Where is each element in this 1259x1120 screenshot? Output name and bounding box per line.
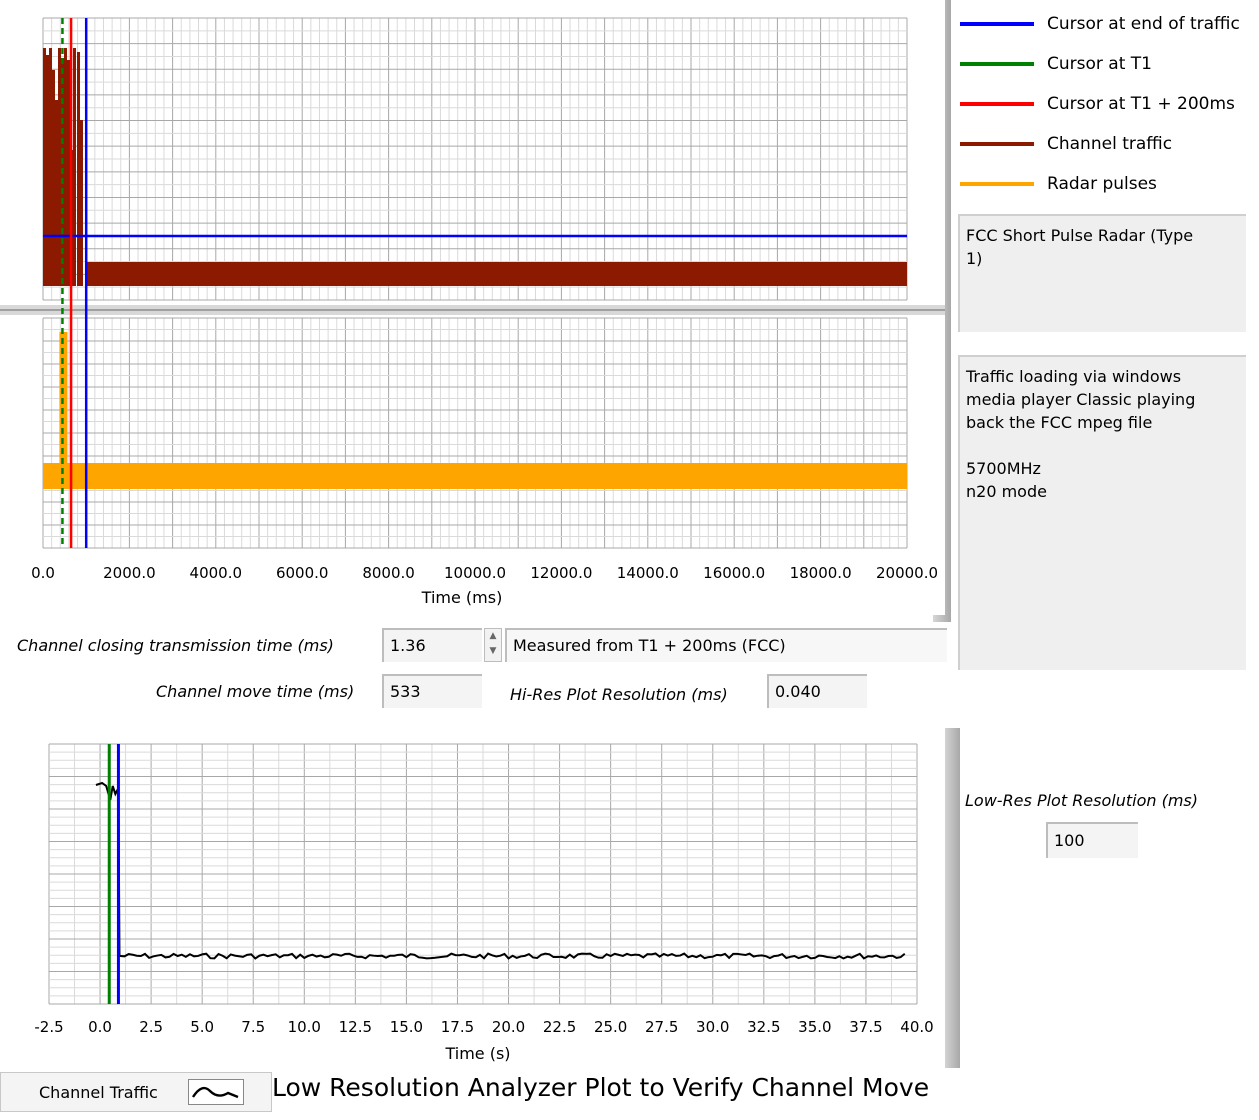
lowres-frame-edge — [944, 728, 960, 1068]
x-tick-label: 14000.0 — [617, 564, 679, 582]
legend-item: Channel traffic — [960, 134, 1172, 154]
x-tick-label: 35.0 — [798, 1018, 831, 1036]
channel-traffic-burst — [49, 48, 52, 286]
closing-time-label: Channel closing transmission time (ms) — [17, 636, 334, 655]
lowres-x-axis-label: Time (s) — [444, 1044, 510, 1063]
channel-traffic-burst — [55, 100, 58, 286]
channel-traffic-band — [86, 262, 907, 286]
channel-traffic-legend-label: Channel Traffic — [39, 1083, 158, 1102]
x-tick-label: 25.0 — [594, 1018, 627, 1036]
x-tick-label: 15.0 — [390, 1018, 423, 1036]
x-tick-label: 4000.0 — [190, 564, 243, 582]
x-tick-label: 2000.0 — [103, 564, 156, 582]
channel-traffic-burst — [46, 55, 49, 286]
hires-resolution-label: Hi-Res Plot Resolution (ms) — [510, 685, 728, 704]
hires-resolution-field[interactable]: 0.040 — [767, 674, 867, 708]
x-tick-label: 17.5 — [441, 1018, 474, 1036]
legend-label: Cursor at T1 — [1047, 54, 1152, 74]
closing-mode-ring[interactable]: Measured from T1 + 200ms (FCC) — [505, 628, 947, 662]
hires-x-axis-label: Time (ms) — [421, 588, 503, 607]
plot-caption: Low Resolution Analyzer Plot to Verify C… — [272, 1073, 930, 1102]
legend-label: Cursor at T1 + 200ms — [1047, 94, 1235, 114]
x-tick-label: 37.5 — [849, 1018, 882, 1036]
channel-traffic-burst — [52, 70, 55, 286]
spinner-down-icon[interactable]: ▼ — [489, 646, 497, 656]
channel-traffic-burst — [67, 60, 70, 286]
channel-traffic-burst — [73, 48, 76, 286]
x-tick-label: 12000.0 — [530, 564, 592, 582]
x-tick-label: 7.5 — [241, 1018, 265, 1036]
x-tick-label: 12.5 — [339, 1018, 372, 1036]
x-tick-label: 8000.0 — [362, 564, 415, 582]
legend-item: Cursor at T1 + 200ms — [960, 94, 1235, 114]
legend-label: Radar pulses — [1047, 174, 1157, 194]
lowres-plot: -2.5 0.0 2.5 5.0 7.5 10.0 12.5 15.0 17.5 20.0 22.5… — [0, 728, 945, 1068]
legend-swatch — [960, 102, 1034, 106]
x-tick-label: 20.0 — [492, 1018, 525, 1036]
channel-traffic-burst — [64, 48, 67, 286]
legend-item: Cursor at T1 — [960, 54, 1152, 74]
channel-traffic-burst — [58, 48, 61, 286]
x-tick-label: 20000.0 — [876, 564, 938, 582]
legend-item: Cursor at end of traffic — [960, 14, 1240, 34]
channel-traffic-burst — [80, 120, 83, 286]
channel-traffic-burst — [43, 48, 46, 286]
channel-traffic-trace — [95, 781, 906, 960]
lowres-resolution-label: Low-Res Plot Resolution (ms) — [965, 791, 1198, 810]
legend-item: Radar pulses — [960, 174, 1157, 194]
legend-label: Channel traffic — [1047, 134, 1173, 154]
move-time-field[interactable]: 533 — [382, 674, 482, 708]
x-tick-label: 0.0 — [31, 564, 55, 582]
closing-time-field[interactable]: 1.36 — [382, 628, 482, 662]
radar-pulse-band — [43, 463, 907, 489]
channel-traffic-legend: Channel Traffic — [0, 1072, 272, 1112]
x-tick-label: 10.0 — [288, 1018, 321, 1036]
x-tick-label: -2.5 — [34, 1018, 63, 1036]
x-tick-label: 0.0 — [88, 1018, 112, 1036]
x-tick-label: 27.5 — [645, 1018, 678, 1036]
move-time-label: Channel move time (ms) — [156, 682, 355, 701]
channel-traffic-burst — [77, 52, 80, 286]
x-tick-label: 2.5 — [139, 1018, 163, 1036]
legend-label: Cursor at end of traffic — [1047, 14, 1240, 34]
spinner-up-icon[interactable]: ▲ — [489, 631, 497, 641]
legend-swatch — [960, 22, 1034, 26]
legend-swatch — [960, 62, 1034, 66]
closing-mode-spinner[interactable]: ▲ ▼ — [484, 628, 502, 662]
x-tick-label: 30.0 — [696, 1018, 729, 1036]
x-tick-label: 22.5 — [543, 1018, 576, 1036]
radar-type-display: FCC Short Pulse Radar (Type 1) — [958, 214, 1246, 332]
legend-swatch — [960, 142, 1034, 146]
x-tick-label: 16000.0 — [703, 564, 765, 582]
hires-plot: 0.0 2000.0 4000.0 6000.0 8000.0 10000.0 12000.… — [0, 0, 945, 615]
x-tick-label: 32.5 — [747, 1018, 780, 1036]
x-tick-label: 10000.0 — [444, 564, 506, 582]
x-tick-label: 18000.0 — [790, 564, 852, 582]
legend-swatch — [960, 182, 1034, 186]
x-tick-label: 6000.0 — [276, 564, 329, 582]
x-tick-label: 5.0 — [190, 1018, 214, 1036]
notes-display: Traffic loading via windows media player… — [958, 355, 1246, 670]
waveform-icon — [188, 1079, 244, 1105]
x-tick-label: 40.0 — [900, 1018, 933, 1036]
lowres-resolution-field[interactable]: 100 — [1046, 822, 1138, 858]
